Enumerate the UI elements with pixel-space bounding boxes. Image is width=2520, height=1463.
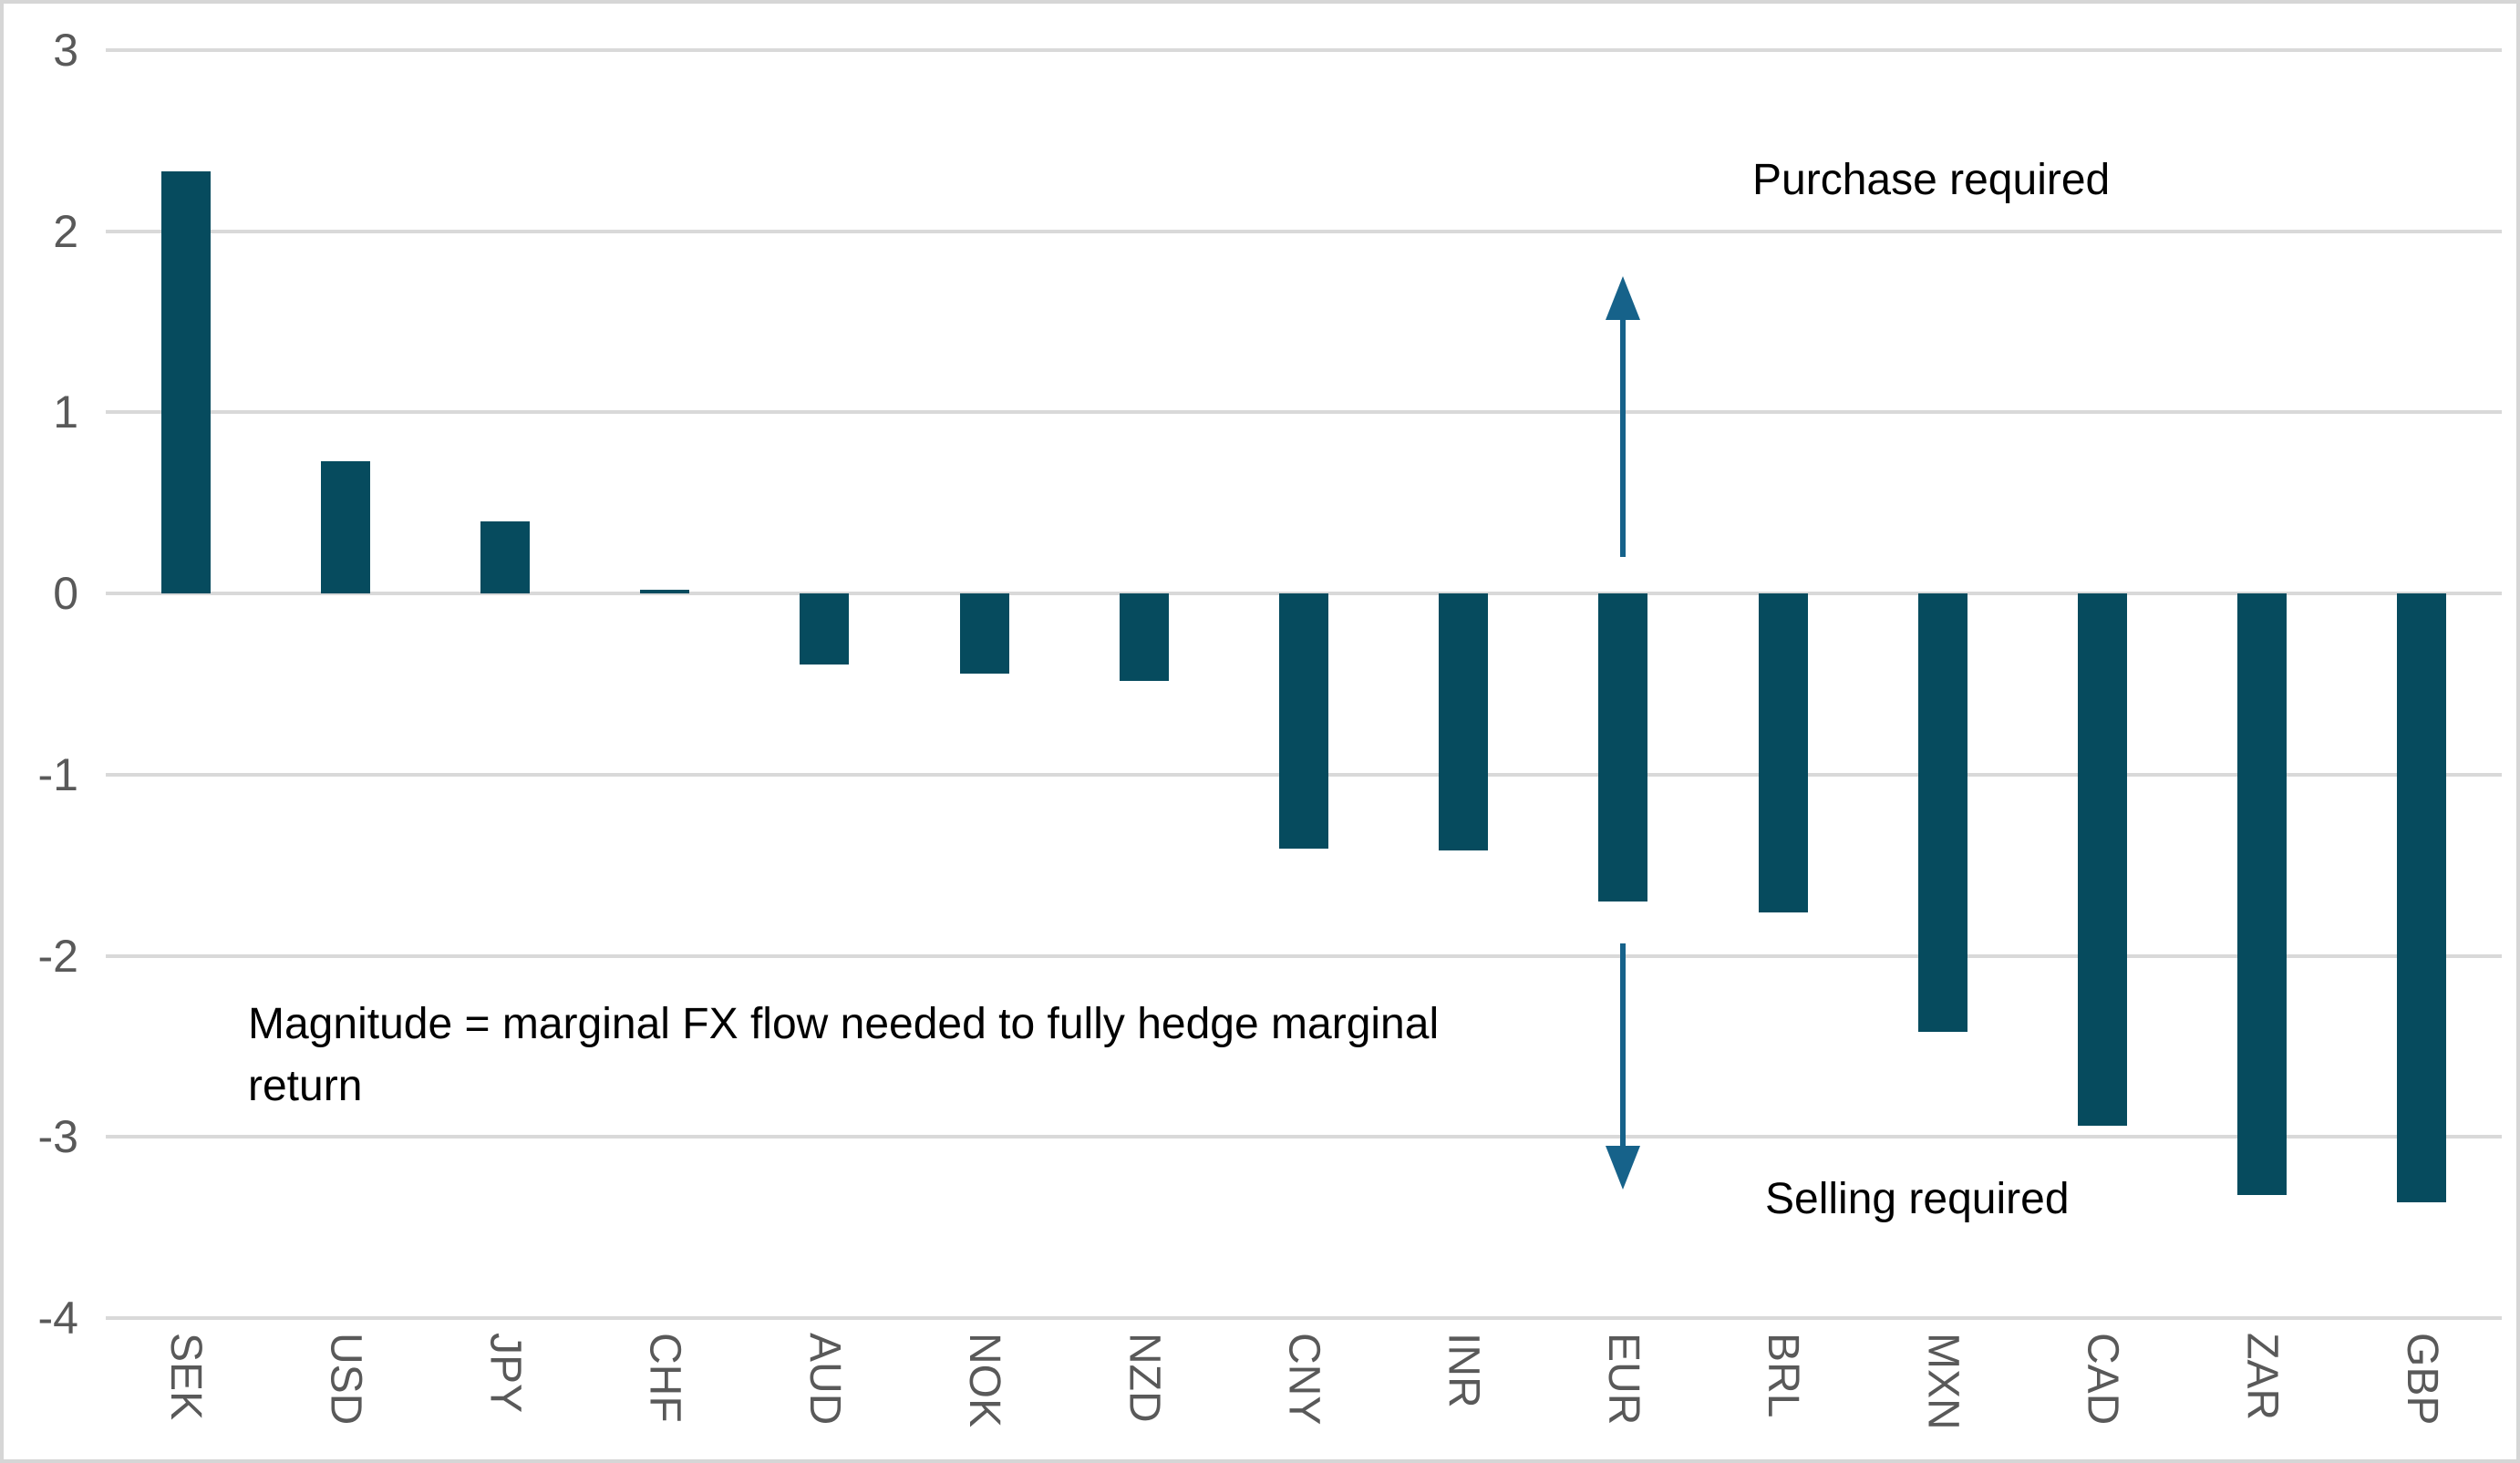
gridline [106,229,2502,233]
x-tick-label-inr: INR [1439,1333,1488,1408]
gridline [106,410,2502,415]
x-tick-label-sek: SEK [161,1333,211,1421]
x-tick-label-cad: CAD [2078,1333,2127,1426]
bar-inr [1439,593,1489,851]
bar-mxn [1917,593,1967,1033]
bar-aud [800,593,850,665]
x-tick: USD [265,1333,425,1459]
x-tick-label-zar: ZAR [2237,1333,2287,1420]
x-tick: ZAR [2183,1333,2342,1459]
y-tick-label: -2 [37,930,78,982]
x-tick: CAD [2022,1333,2182,1459]
x-tick: NOK [904,1333,1064,1459]
y-tick-label: 3 [53,25,78,76]
bar-cad [2078,593,2127,1127]
plot-area [106,48,2502,1320]
x-tick-label-usd: USD [321,1333,370,1426]
purchase-up-arrow-icon [1606,276,1641,321]
purchase-up-arrow-shaft [1620,320,1627,558]
annotation-magnitude-note: Magnitude = marginal FX flow needed to f… [248,1000,1451,1110]
x-tick: EUR [1544,1333,1703,1459]
gridline [106,953,2502,958]
x-tick-label-cny: CNY [1279,1333,1328,1426]
bar-eur [1598,593,1648,901]
x-tick-label-chf: CHF [640,1333,689,1423]
x-tick: CNY [1224,1333,1383,1459]
x-tick: BRL [1703,1333,1863,1459]
x-tick: AUD [745,1333,904,1459]
x-tick: SEK [106,1333,265,1459]
selling-down-arrow-icon [1606,1145,1641,1190]
bar-brl [1758,593,1808,912]
x-tick-label-jpy: JPY [480,1333,530,1414]
x-tick-label-eur: EUR [1598,1333,1647,1426]
bar-usd [320,461,370,594]
x-tick-label-aud: AUD [800,1333,849,1426]
bar-sek [160,171,211,594]
x-tick: INR [1384,1333,1544,1459]
x-tick-label-brl: BRL [1759,1333,1808,1418]
bar-zar [2237,593,2288,1195]
y-tick-label: 0 [53,568,78,620]
x-tick-label-gbp: GBP [2397,1333,2446,1426]
x-tick: NZD [1064,1333,1224,1459]
x-tick: MXN [1863,1333,2022,1459]
gridline [106,48,2502,52]
y-tick-label: 1 [53,386,78,438]
bar-chf [640,590,690,594]
x-tick-label-mxn: MXN [1918,1333,1967,1430]
x-tick-label-nzd: NZD [1120,1333,1169,1423]
y-tick-label: 2 [53,205,78,257]
annotation-purchase-required: Purchase required [1752,156,2111,204]
x-tick: GBP [2342,1333,2502,1459]
bar-nok [959,593,1009,674]
gridline [106,1135,2502,1139]
y-tick-label: -4 [37,1293,78,1344]
selling-down-arrow-shaft [1620,943,1627,1146]
y-tick-label: -3 [37,1111,78,1163]
annotation-selling-required: Selling required [1765,1175,2070,1223]
bar-jpy [480,520,530,594]
x-tick: JPY [425,1333,584,1459]
gridline [106,1316,2502,1320]
bar-cny [1279,593,1328,850]
x-tick: CHF [585,1333,745,1459]
bar-gbp [2397,593,2447,1202]
bar-nzd [1119,593,1169,681]
x-tick-label-nok: NOK [960,1333,1009,1428]
y-tick-label: -1 [37,748,78,800]
